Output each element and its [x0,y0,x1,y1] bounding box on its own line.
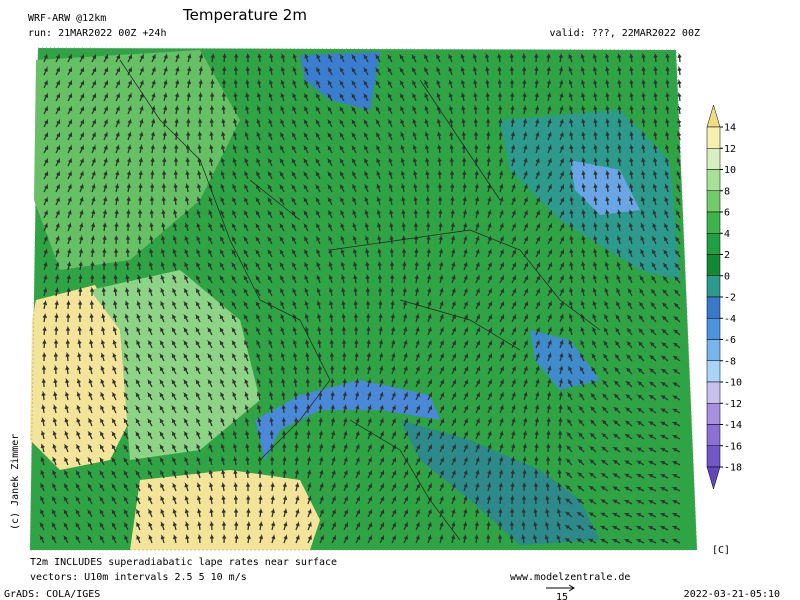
colorbar-band [706,339,721,361]
colorbar-tick-label: 8 [724,186,730,197]
credit: (c) Janek Zimmer [10,434,21,530]
colorbar-band [706,403,721,425]
colorbar-tick-label: -18 [724,463,742,474]
borders [119,59,601,541]
colorbar-band [706,254,721,276]
model-label: WRF-ARW @12km [28,13,106,24]
vectors-note: vectors: U10m intervals 2.5 5 10 m/s [30,572,247,583]
colorbar-tick-label: -2 [724,293,736,304]
colorbar-tick-label: -16 [724,441,742,452]
colorbar-band [706,424,721,446]
unit-label: [C] [712,545,730,556]
run-label: run: 21MAR2022 00Z +24h [28,28,166,39]
cold-region-russia [570,160,640,215]
colorbar-end-bottom [706,466,721,490]
colorbar-tick-label: -6 [724,335,736,346]
colorbar-tick-label: 2 [724,250,730,261]
cold-region-alps [255,380,440,460]
colorbar-band [706,445,721,468]
cold-region-carpathians [530,330,600,390]
colorbar-tick-label: 14 [724,123,736,134]
colorbar-band [706,233,721,255]
colorbar-tick-label: -4 [724,314,736,325]
colorbar-tick-label: -10 [724,378,742,389]
colorbar-band [706,381,721,404]
valid-label: valid: ???, 22MAR2022 00Z [549,28,700,39]
colorbar: 14 12 10 8 6 4 2 0 -2 -4 -6 -8 -10 -12 -14 -16 -18 [706,104,742,490]
colorbar-tick-label: 10 [724,165,736,176]
map [29,47,698,551]
colorbar-band [706,296,721,319]
colorbar-band [706,126,721,149]
colorbar-band [706,360,721,383]
colorbar-band [706,190,721,213]
map-frame [29,47,698,551]
colorbar-band [706,275,721,298]
note: T2m INCLUDES superadiabatic lape rates n… [30,557,337,568]
site: www.modelzentrale.de [510,572,630,583]
colorbar-tick-label: 4 [724,229,730,240]
map-title: Temperature 2m [182,6,307,24]
colorbar-tick-label: 12 [724,144,736,155]
colorbar-band [706,211,721,234]
colorbar-tick-label: -8 [724,356,736,367]
colorbar-tick-label: 0 [724,271,730,282]
colorbar-tick-label: 6 [724,208,730,219]
grads-label: GrADS: COLA/IGES [4,589,100,600]
colorbar-band [706,318,721,340]
colorbar-band [706,148,721,170]
colorbar-tick-label: -12 [724,399,742,410]
colorbar-end-top [706,104,721,128]
wind-vectors [39,52,682,544]
reference-vector-label: 15 [556,592,568,600]
colorbar-tick-label: -14 [724,420,742,431]
mild-region-france [90,270,260,460]
timestamp: 2022-03-21-05:10 [684,589,780,600]
colorbar-band [706,169,721,191]
reference-arrow [546,584,575,592]
cool-region-balkans [400,420,600,545]
